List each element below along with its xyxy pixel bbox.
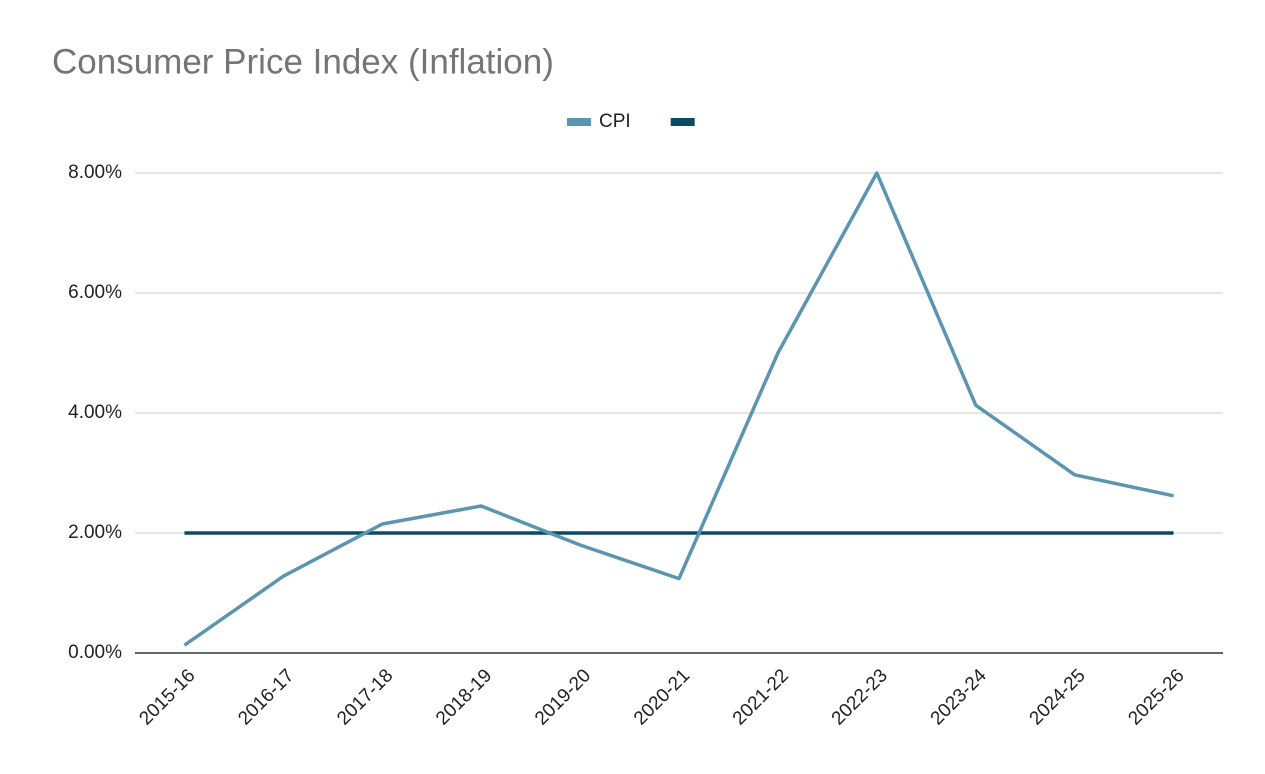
x-tick-label: 2015-16 — [135, 665, 199, 729]
x-tick-label: 2020-21 — [630, 665, 694, 729]
x-tick-label: 2019-20 — [531, 665, 595, 729]
x-tick-label: 2025-26 — [1124, 665, 1188, 729]
x-tick-label: 2024-25 — [1026, 665, 1090, 729]
y-tick-label: 8.00% — [68, 162, 122, 183]
y-tick-label: 6.00% — [68, 282, 122, 303]
x-tick-label: 2016-17 — [234, 665, 298, 729]
y-tick-label: 2.00% — [68, 522, 122, 543]
legend-swatch — [670, 118, 695, 126]
x-tick-label: 2021-22 — [729, 665, 793, 729]
x-tick-label: 2023-24 — [927, 665, 991, 729]
y-tick-label: 0.00% — [68, 642, 122, 663]
x-tick-label: 2022-23 — [828, 665, 892, 729]
legend-swatch — [567, 118, 591, 126]
x-tick-label: 2018-19 — [432, 665, 496, 729]
series-line — [183, 171, 1174, 647]
x-tick-label: 2017-18 — [333, 665, 397, 729]
y-tick-label: 4.00% — [68, 402, 122, 423]
legend: CPI — [567, 111, 695, 132]
legend-label: CPI — [599, 111, 631, 132]
chart-title: Consumer Price Index (Inflation) — [52, 42, 554, 81]
